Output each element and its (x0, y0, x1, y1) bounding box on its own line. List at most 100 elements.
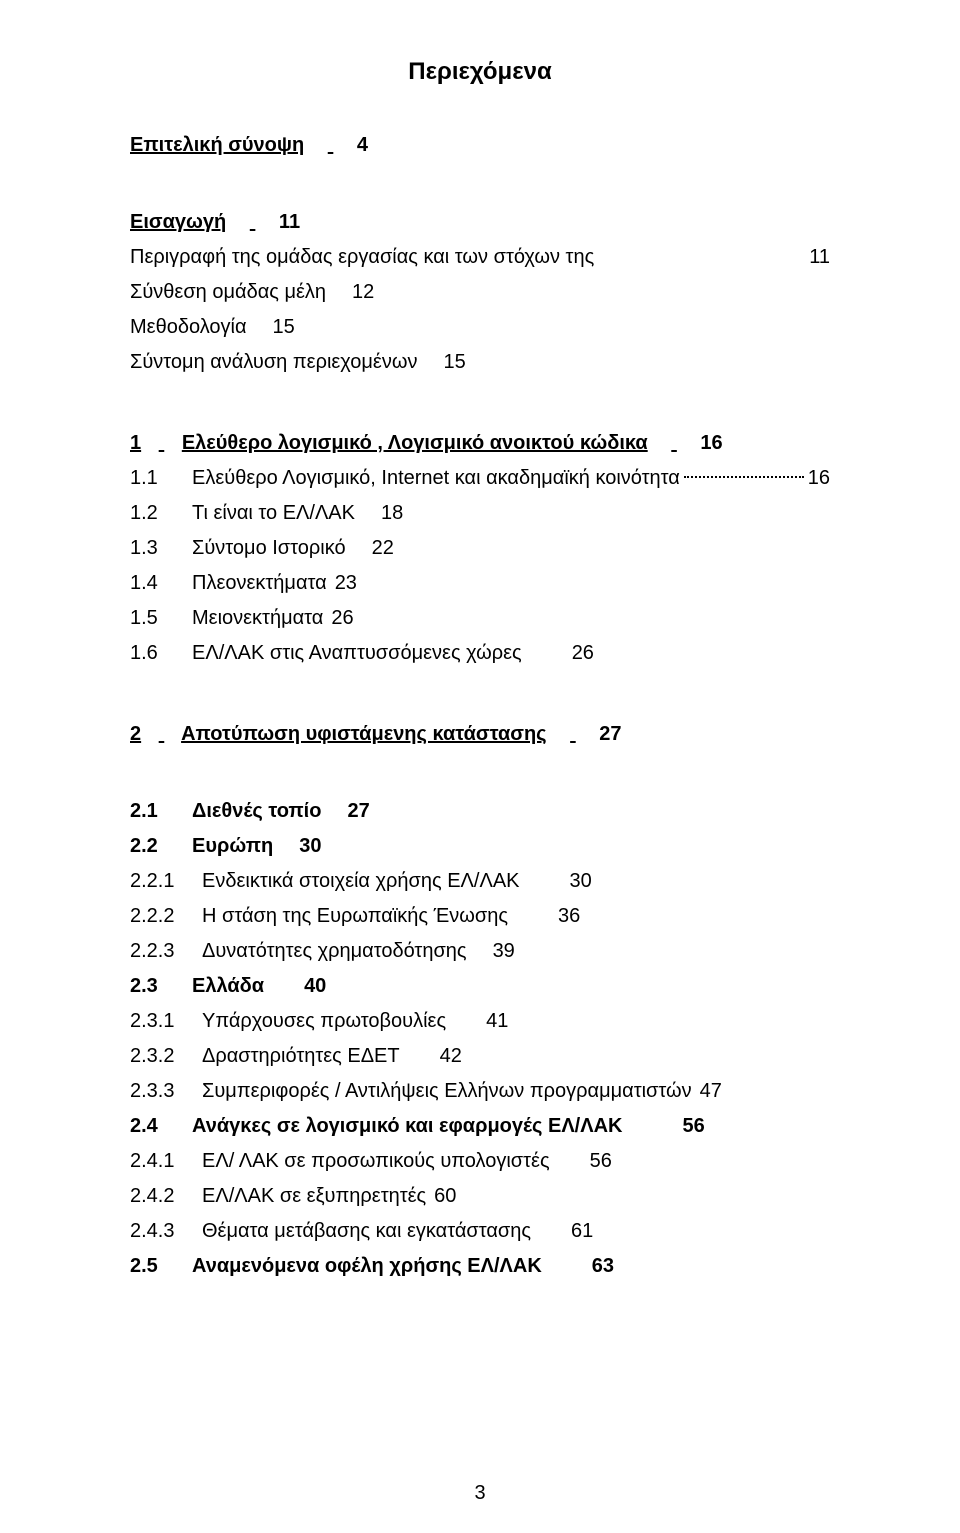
toc-num: 1.3 (130, 537, 192, 560)
toc-num: 2.2.2 (130, 905, 202, 928)
toc-page-num: 27 (321, 800, 369, 823)
toc-num: 2.2 (130, 835, 192, 858)
toc-num: 1.2 (130, 502, 192, 525)
toc-entry: 2.4.3 Θέματα μετάβασης και εγκατάστασης … (130, 1220, 830, 1243)
toc-page-num: 42 (400, 1045, 462, 1068)
toc-entry: Περιγραφή της ομάδας εργασίας και των στ… (130, 246, 830, 269)
toc-label: Ελεύθερο λογισμικό , Λογισμικό ανοικτού … (182, 432, 648, 454)
toc-label: Αποτύπωση υφιστάμενης κατάστασης (181, 723, 547, 745)
toc-entry: 1.1 Ελεύθερο Λογισμικό, Internet και ακα… (130, 467, 830, 490)
toc-num: 2.3.3 (130, 1080, 202, 1103)
toc-label: Πλεονεκτήματα (192, 572, 327, 595)
toc-page-num: 15 (417, 351, 465, 374)
toc-page-num: 26 (323, 607, 353, 630)
toc-label: Περιγραφή της ομάδας εργασίας και των στ… (130, 246, 783, 269)
toc-entry: 2.4.2 ΕΛ/ΛΑΚ σε εξυπηρετητές 60 (130, 1185, 830, 1208)
toc-page-num: 39 (467, 940, 515, 963)
toc-label: ΕΛ/ΛΑΚ σε εξυπηρετητές (202, 1185, 426, 1208)
toc-page-num: 40 (264, 975, 326, 998)
toc-label: Σύντομο Ιστορικό (192, 537, 346, 560)
toc-label: Υπάρχουσες πρωτοβουλίες (202, 1010, 446, 1033)
toc-page-num: 15 (247, 316, 295, 339)
toc-label: Μειονεκτήματα (192, 607, 323, 630)
toc-num: 2.4.3 (130, 1220, 202, 1243)
toc-label: Σύντομη ανάλυση περιεχομένων (130, 351, 417, 374)
toc-label: Εισαγωγή (130, 211, 226, 233)
footer-page-number: 3 (0, 1482, 960, 1505)
toc-num: 2.5 (130, 1255, 192, 1278)
toc-page-num: 60 (426, 1185, 456, 1208)
toc-entry: 2.2.2 Η στάση της Ευρωπαϊκής Ένωσης 36 (130, 905, 830, 928)
toc-label: Συμπεριφορές / Αντιλήψεις Ελλήνων προγρα… (202, 1080, 692, 1103)
toc-label: Επιτελική σύνοψη (130, 134, 304, 156)
toc-num: 1.6 (130, 642, 192, 665)
toc-entry: 2.3.2 Δραστηριότητες ΕΔΕΤ 42 (130, 1045, 830, 1068)
toc-num: 1.1 (130, 467, 192, 490)
toc-page-num: 23 (327, 572, 357, 595)
toc-entry: 1.5 Μειονεκτήματα 26 (130, 607, 830, 630)
toc-entry: 1.4 Πλεονεκτήματα 23 (130, 572, 830, 595)
toc-num: 2.4.2 (130, 1185, 202, 1208)
toc-entry: 2.2.3 Δυνατότητες χρηματοδότησης 39 (130, 940, 830, 963)
toc-num: 2.1 (130, 800, 192, 823)
toc-label: Ευρώπη (192, 835, 273, 858)
toc-num: 2.2.1 (130, 870, 202, 893)
toc-label: Αναμενόμενα οφέλη χρήσης ΕΛ/ΛΑΚ (192, 1255, 542, 1278)
toc-num: 2.2.3 (130, 940, 202, 963)
dotted-leader (684, 476, 804, 478)
toc-page-num: 56 (622, 1115, 704, 1138)
toc-num: 2.4.1 (130, 1150, 202, 1173)
toc-num: 2.4 (130, 1115, 192, 1138)
toc-entry: 2.1 Διεθνές τοπίο 27 (130, 800, 830, 823)
toc-entry: 2.2 Ευρώπη 30 (130, 835, 830, 858)
toc-num: 2.3.1 (130, 1010, 202, 1033)
toc-page-num: 63 (542, 1255, 614, 1278)
toc-page-num: 30 (520, 870, 592, 893)
toc-entry: 2.4 Ανάγκες σε λογισμικό και εφαρμογές Ε… (130, 1115, 830, 1138)
toc-entry: Μεθοδολογία 15 (130, 316, 830, 339)
toc-page-num: 18 (355, 502, 403, 525)
toc-label: Δυνατότητες χρηματοδότησης (202, 940, 467, 963)
toc-entry: 2.5 Αναμενόμενα οφέλη χρήσης ΕΛ/ΛΑΚ 63 (130, 1255, 830, 1278)
toc-page-num: 22 (346, 537, 394, 560)
toc-num: 1.4 (130, 572, 192, 595)
toc-page-num: 47 (692, 1080, 722, 1103)
toc-page-num: 4 (357, 134, 368, 156)
toc-label: Διεθνές τοπίο (192, 800, 321, 823)
toc-label: Ανάγκες σε λογισμικό και εφαρμογές ΕΛ/ΛΑ… (192, 1115, 622, 1138)
toc-page-num: 56 (550, 1150, 612, 1173)
toc-label: ΕΛ/ΛΑΚ στις Αναπτυσσόμενες χώρες (192, 642, 522, 665)
toc-entry: Σύντομη ανάλυση περιεχομένων 15 (130, 351, 830, 374)
toc-entry: 1.6 ΕΛ/ΛΑΚ στις Αναπτυσσόμενες χώρες 26 (130, 642, 830, 665)
toc-label: Σύνθεση ομάδας μέλη (130, 281, 326, 304)
toc-entry: 1.2 Τι είναι το ΕΛ/ΛΑΚ 18 (130, 502, 830, 525)
toc-entry: 1 Ελεύθερο λογισμικό , Λογισμικό ανοικτο… (130, 432, 830, 455)
toc-num: 2.3 (130, 975, 192, 998)
toc-page-num: 26 (522, 642, 594, 665)
toc-entry: 2.4.1 ΕΛ/ ΛΑΚ σε προσωπικούς υπολογιστές… (130, 1150, 830, 1173)
toc-num: 1.5 (130, 607, 192, 630)
toc-entry: 2 Αποτύπωση υφιστάμενης κατάστασης 27 (130, 723, 830, 746)
toc-entry: Εισαγωγή 11 (130, 211, 830, 234)
toc-label: Ελλάδα (192, 975, 264, 998)
toc-entry: Σύνθεση ομάδας μέλη 12 (130, 281, 830, 304)
toc-label: Μεθοδολογία (130, 316, 247, 339)
toc-label: Ενδεικτικά στοιχεία χρήσης ΕΛ/ΛΑΚ (202, 870, 520, 893)
toc-page-num: 12 (326, 281, 374, 304)
toc-page-num: 61 (531, 1220, 593, 1243)
toc-entry: 2.3.1 Υπάρχουσες πρωτοβουλίες 41 (130, 1010, 830, 1033)
toc-page-num: 41 (446, 1010, 508, 1033)
toc-page-num: 30 (273, 835, 321, 858)
toc-page-num: 16 (700, 432, 722, 454)
toc-label: Τι είναι το ΕΛ/ΛΑΚ (192, 502, 355, 525)
toc-label: Θέματα μετάβασης και εγκατάστασης (202, 1220, 531, 1243)
toc-label: Δραστηριότητες ΕΔΕΤ (202, 1045, 400, 1068)
toc-page: Περιεχόμενα Επιτελική σύνοψη 4 Εισαγωγή … (0, 0, 960, 1533)
toc-num: 2.3.2 (130, 1045, 202, 1068)
toc-label: ΕΛ/ ΛΑΚ σε προσωπικούς υπολογιστές (202, 1150, 550, 1173)
toc-entry: Επιτελική σύνοψη 4 (130, 134, 830, 157)
page-title: Περιεχόμενα (130, 58, 830, 86)
toc-label: Η στάση της Ευρωπαϊκής Ένωσης (202, 905, 508, 928)
toc-num: 1 (130, 432, 141, 454)
toc-num: 2 (130, 723, 141, 745)
